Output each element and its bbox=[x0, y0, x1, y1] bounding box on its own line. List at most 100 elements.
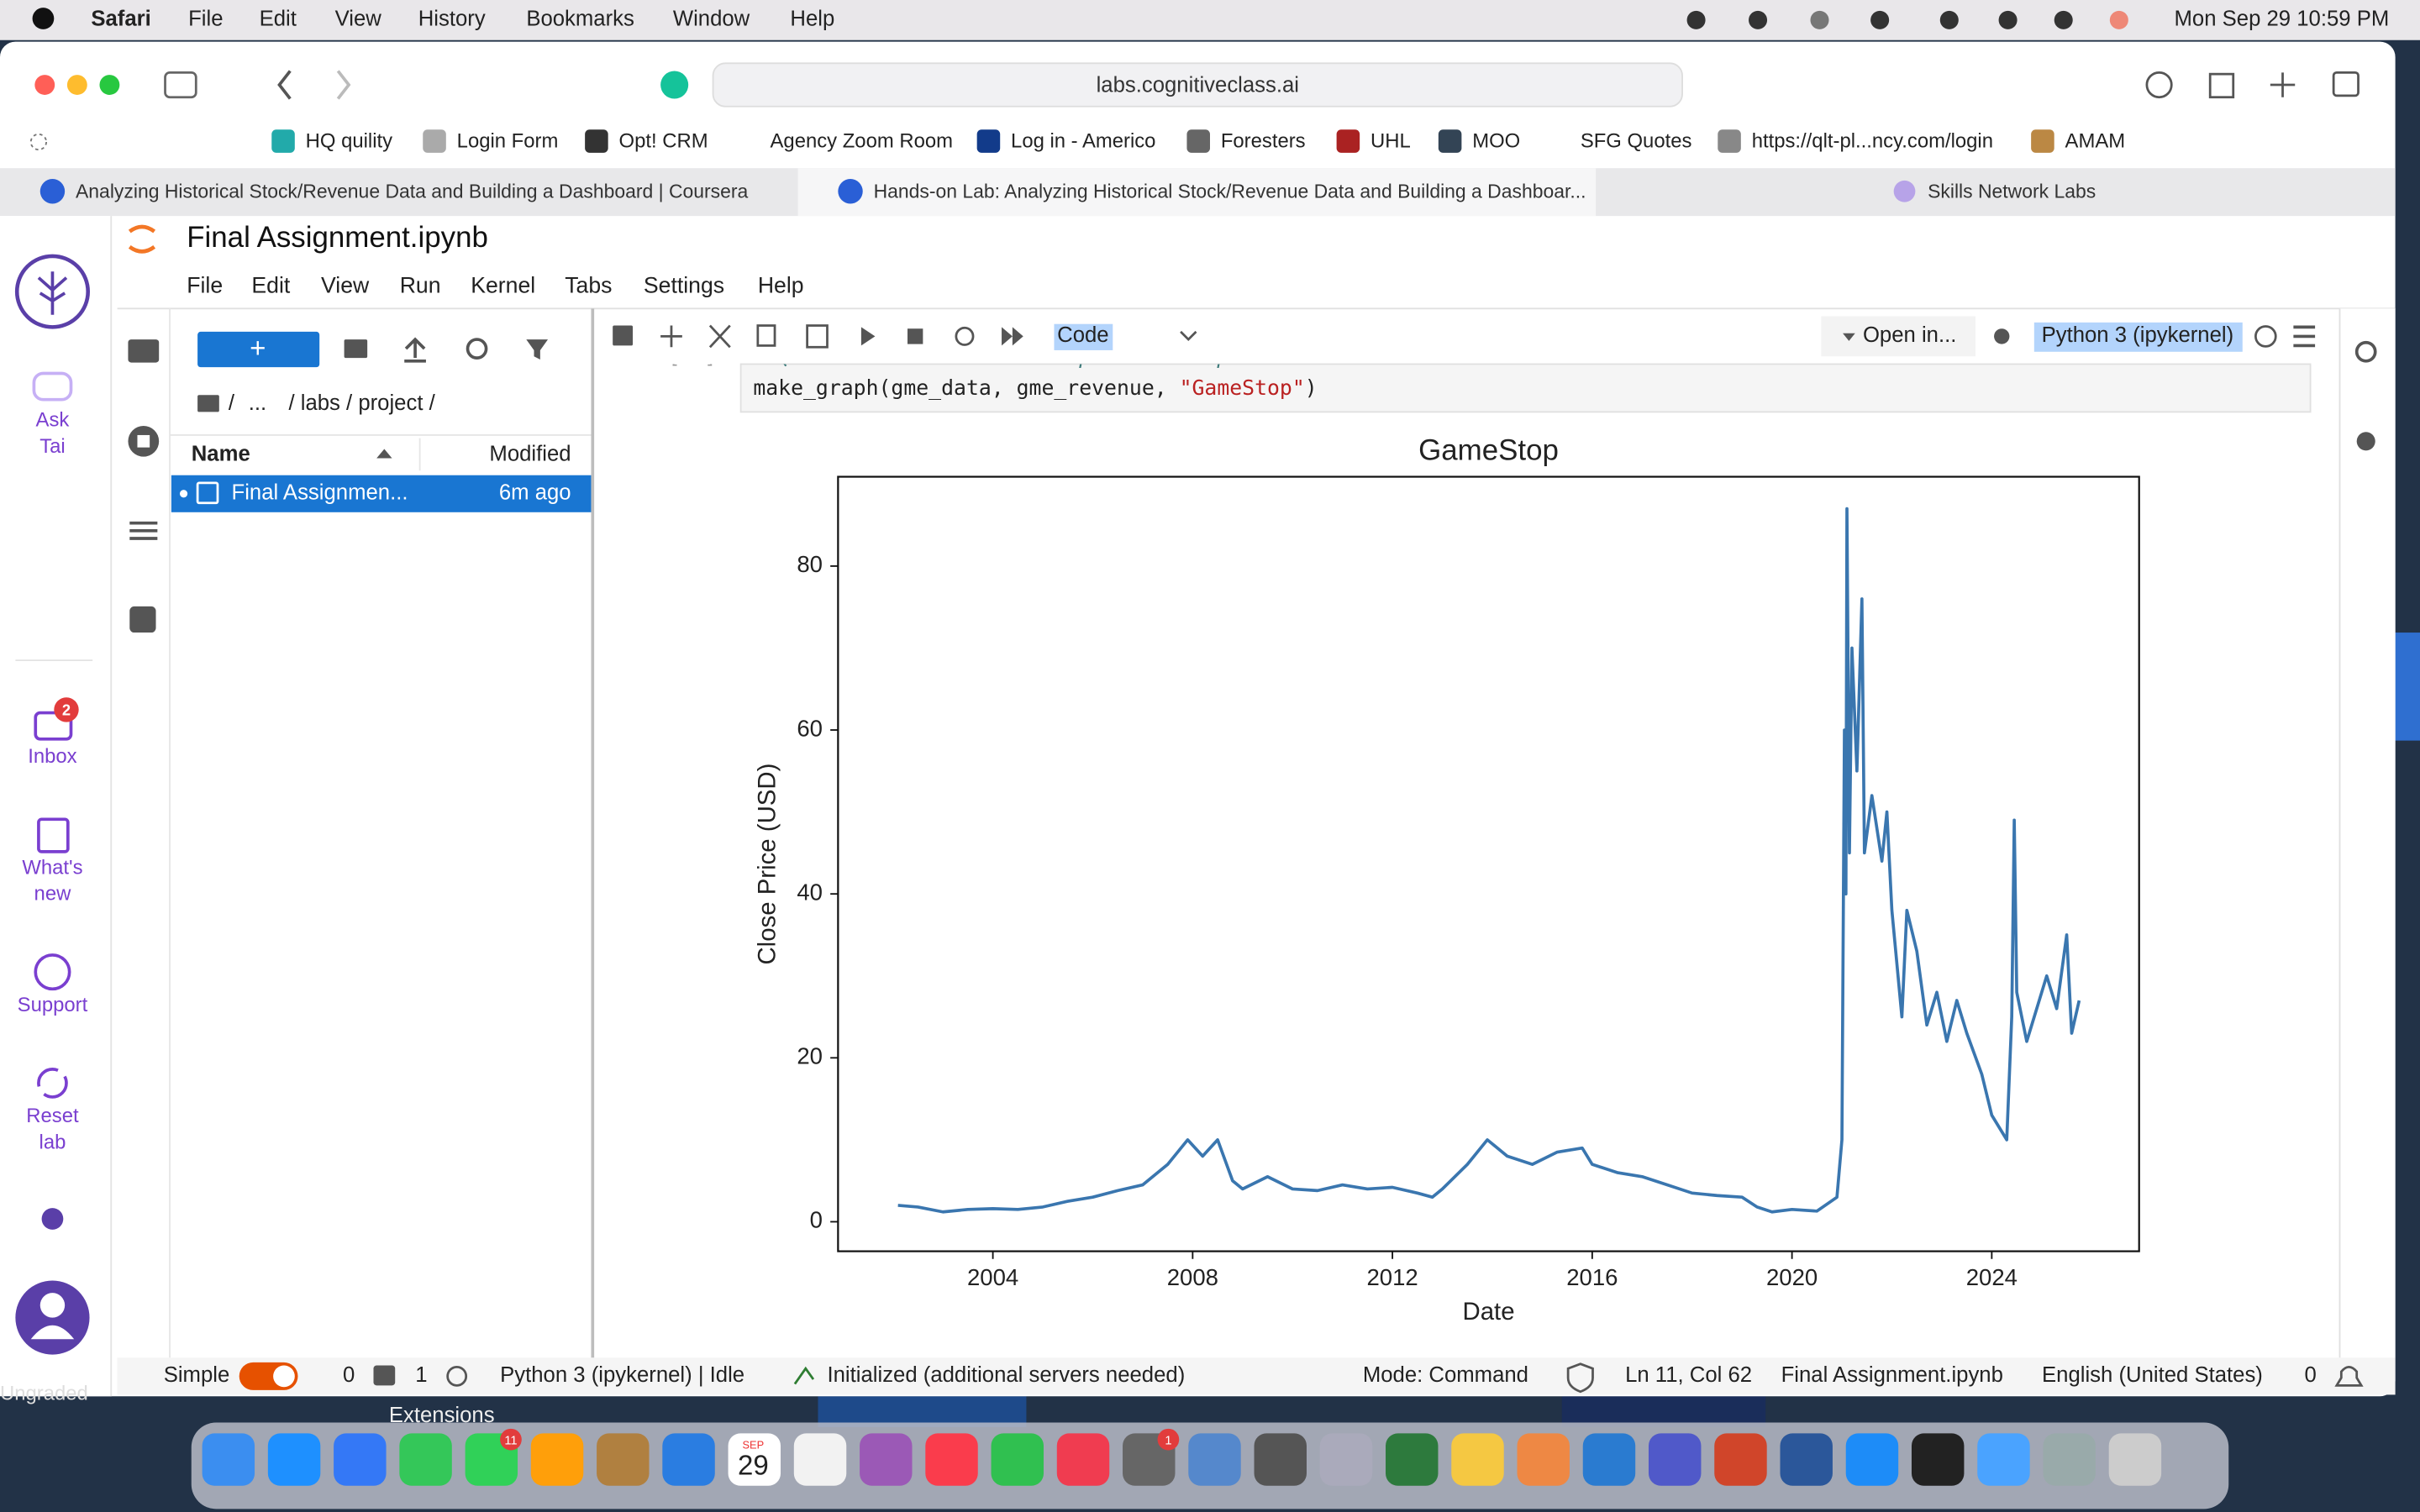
restart-icon[interactable] bbox=[955, 326, 975, 346]
bookmark[interactable]: SFG Quotes bbox=[1581, 129, 1692, 152]
open-in[interactable]: Open in... bbox=[1863, 323, 1956, 347]
close-button[interactable] bbox=[34, 75, 55, 95]
cell-type-select[interactable] bbox=[1054, 323, 1113, 350]
rail-label[interactable]: Inbox bbox=[28, 745, 76, 768]
status-icon[interactable] bbox=[1749, 10, 1768, 29]
dock-icon[interactable] bbox=[1648, 1433, 1702, 1486]
url[interactable]: labs.cognitiveclass.ai bbox=[1097, 74, 1299, 97]
sort-icon[interactable] bbox=[376, 449, 392, 459]
dock-icon[interactable] bbox=[334, 1433, 387, 1486]
status-icon[interactable] bbox=[1686, 10, 1706, 29]
zoom-button[interactable] bbox=[99, 75, 120, 95]
menu-item[interactable]: View bbox=[335, 8, 382, 31]
dropdown-icon[interactable] bbox=[1180, 330, 1197, 342]
status-text[interactable]: Simple bbox=[164, 1363, 230, 1387]
toc-icon[interactable] bbox=[129, 521, 158, 540]
dock-icon[interactable] bbox=[1386, 1433, 1439, 1486]
debugger-icon[interactable] bbox=[2356, 432, 2375, 451]
reset-icon[interactable] bbox=[37, 1068, 68, 1099]
column-header[interactable]: Modified bbox=[489, 443, 571, 466]
bookmark[interactable]: Opt! CRM bbox=[619, 129, 708, 152]
menu-item[interactable]: Edit bbox=[251, 273, 290, 298]
dock-icon[interactable] bbox=[728, 1433, 781, 1486]
minimize-button[interactable] bbox=[66, 75, 87, 95]
dock-icon[interactable] bbox=[1977, 1433, 2030, 1486]
bell-icon[interactable] bbox=[2334, 1365, 2364, 1387]
theme-icon[interactable] bbox=[41, 1208, 64, 1230]
breadcrumb[interactable]: ... bbox=[249, 391, 266, 415]
dock-icon[interactable] bbox=[1451, 1433, 1504, 1486]
kernel-name[interactable]: Python 3 (ipykernel) bbox=[2042, 323, 2234, 347]
new-tab-icon[interactable] bbox=[2270, 72, 2296, 97]
forward-icon[interactable] bbox=[336, 70, 351, 100]
url-bar[interactable] bbox=[712, 62, 1683, 108]
dock-icon[interactable] bbox=[1911, 1433, 1965, 1486]
new-button-label[interactable]: + bbox=[250, 333, 266, 365]
menu-item[interactable]: Bookmarks bbox=[526, 8, 634, 31]
file-row-selected[interactable] bbox=[171, 475, 592, 512]
rail-label[interactable]: new bbox=[34, 883, 72, 906]
stop-icon[interactable] bbox=[908, 328, 923, 344]
inbox-icon[interactable] bbox=[34, 711, 73, 741]
rail-label[interactable]: lab bbox=[39, 1131, 66, 1153]
menu-item[interactable]: Edit bbox=[260, 8, 297, 31]
dock-icon[interactable] bbox=[991, 1433, 1044, 1486]
upload-icon[interactable] bbox=[404, 337, 426, 363]
download-icon[interactable] bbox=[2145, 71, 2173, 99]
rail-label[interactable]: Ask bbox=[36, 409, 70, 432]
dock-icon[interactable] bbox=[1582, 1433, 1636, 1486]
tab-active[interactable] bbox=[797, 168, 1597, 217]
menu-item[interactable]: History bbox=[418, 8, 486, 31]
dock-icon[interactable] bbox=[1254, 1433, 1307, 1486]
menu-item[interactable]: Help bbox=[758, 273, 804, 298]
bookmark[interactable]: UHL bbox=[1370, 129, 1411, 152]
code-cell[interactable] bbox=[739, 363, 2312, 413]
dock-icon[interactable] bbox=[1188, 1433, 1241, 1486]
bookmark[interactable]: Foresters bbox=[1221, 129, 1306, 152]
rail-label[interactable]: What's bbox=[22, 856, 82, 879]
dock-icon[interactable] bbox=[1845, 1433, 1899, 1486]
dock-icon[interactable] bbox=[793, 1433, 847, 1486]
extension-icon[interactable] bbox=[129, 606, 156, 633]
menu-icon[interactable] bbox=[2293, 325, 2316, 348]
file-name[interactable]: Final Assignmen... bbox=[232, 481, 408, 505]
bookmark[interactable]: Log in - Americo bbox=[1011, 129, 1155, 152]
kernel-select[interactable] bbox=[2033, 322, 2243, 352]
menu-item[interactable]: File bbox=[187, 273, 223, 298]
menu-item[interactable]: Kernel bbox=[471, 273, 535, 298]
dock-icon[interactable] bbox=[399, 1433, 452, 1486]
new-folder-icon[interactable] bbox=[344, 339, 368, 359]
cell-type[interactable]: Code bbox=[1057, 323, 1108, 347]
dock-icon[interactable] bbox=[1517, 1433, 1570, 1486]
jupyter-logo[interactable] bbox=[128, 224, 156, 254]
run-icon[interactable] bbox=[860, 327, 876, 346]
dock-icon[interactable] bbox=[1319, 1433, 1373, 1486]
dock-icon[interactable] bbox=[662, 1433, 715, 1486]
menu-item[interactable]: Window bbox=[673, 8, 750, 31]
status-icon[interactable] bbox=[2109, 10, 2128, 29]
code-line[interactable]: make_graph(gme_data, gme_revenue, "GameS… bbox=[753, 375, 1317, 400]
status-icon[interactable] bbox=[1939, 10, 1959, 29]
run-all-icon[interactable] bbox=[1002, 327, 1023, 346]
dock-icon[interactable] bbox=[1056, 1433, 1110, 1486]
new-launcher-button[interactable] bbox=[197, 331, 320, 368]
breadcrumb[interactable]: / labs / project / bbox=[288, 391, 435, 415]
bookmark[interactable]: HQ quility bbox=[306, 129, 392, 152]
dock-icon[interactable] bbox=[925, 1433, 978, 1486]
bookmark[interactable]: MOO bbox=[1472, 129, 1520, 152]
filter-icon[interactable] bbox=[526, 339, 549, 360]
dock-icon[interactable] bbox=[202, 1433, 255, 1486]
tabs-icon[interactable] bbox=[2332, 71, 2360, 97]
rail-label[interactable]: Reset bbox=[26, 1105, 79, 1127]
menu-item[interactable]: Run bbox=[400, 273, 441, 298]
dock-icon[interactable] bbox=[2108, 1433, 2162, 1486]
folder-icon[interactable] bbox=[197, 395, 219, 412]
ask-icon[interactable] bbox=[32, 371, 73, 402]
grammarly-icon[interactable] bbox=[660, 71, 689, 99]
share-icon[interactable] bbox=[2208, 72, 2235, 99]
status-icon[interactable] bbox=[1810, 10, 1829, 29]
menu-item[interactable]: Help bbox=[790, 8, 834, 31]
column-header[interactable]: Name bbox=[192, 443, 250, 466]
dock-icon[interactable] bbox=[860, 1433, 913, 1486]
menu-item[interactable]: Tabs bbox=[565, 273, 612, 298]
